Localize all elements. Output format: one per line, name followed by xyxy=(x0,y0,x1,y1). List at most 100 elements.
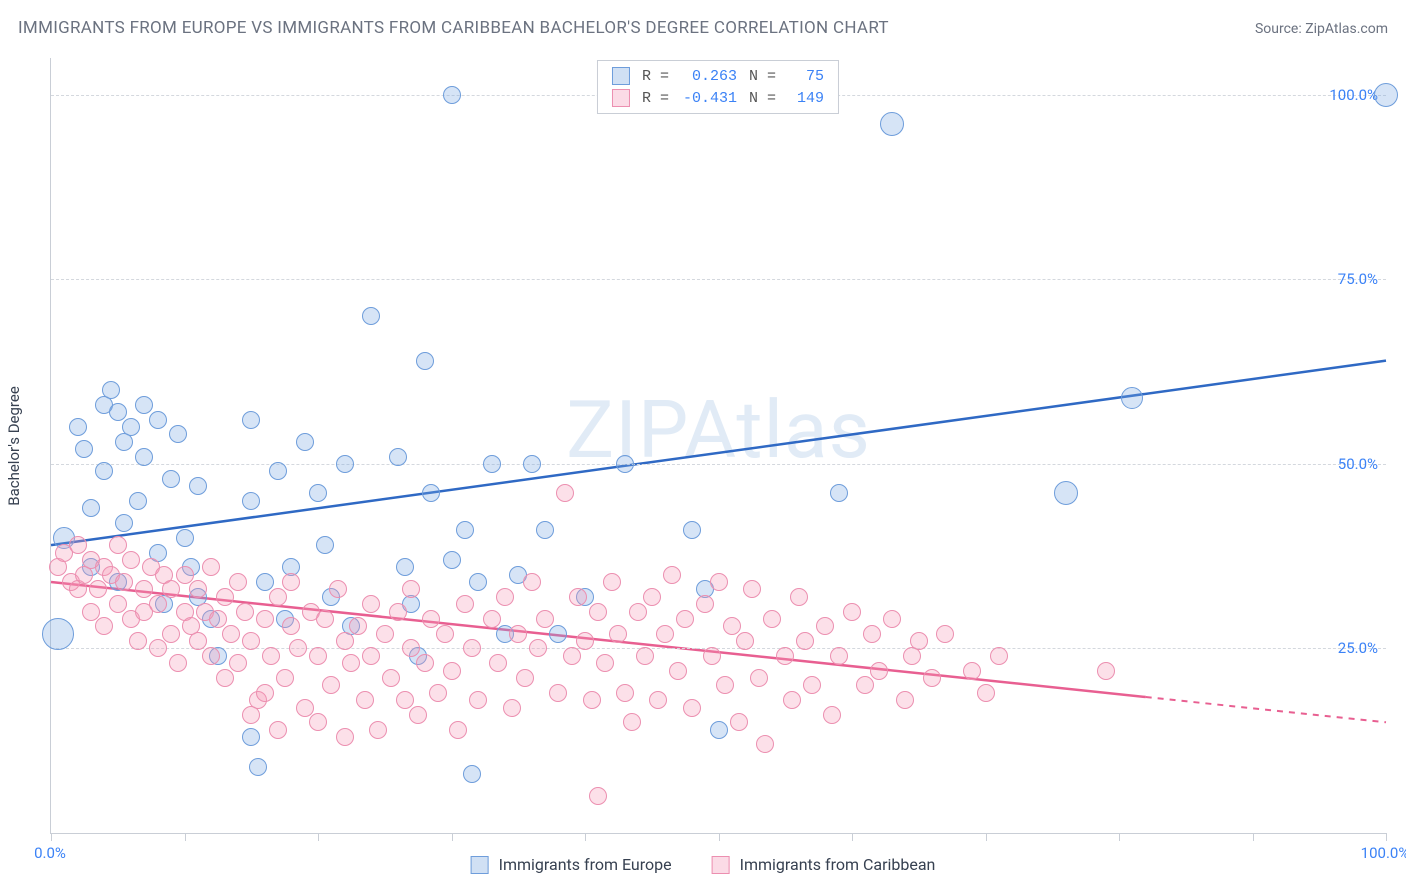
data-point-caribbean xyxy=(823,706,841,724)
source-link[interactable]: ZipAtlas.com xyxy=(1305,21,1388,37)
x-tick xyxy=(986,833,987,841)
data-point-caribbean xyxy=(703,647,721,665)
data-point-caribbean xyxy=(236,603,254,621)
x-tick xyxy=(852,833,853,841)
x-tick xyxy=(585,833,586,841)
x-tick xyxy=(51,833,52,841)
data-point-europe xyxy=(202,610,220,628)
source-attribution: Source: ZipAtlas.com xyxy=(1255,21,1388,37)
data-point-caribbean xyxy=(189,632,207,650)
data-point-caribbean xyxy=(115,573,133,591)
chart-title: IMMIGRANTS FROM EUROPE VS IMMIGRANTS FRO… xyxy=(18,18,889,38)
data-point-caribbean xyxy=(269,588,287,606)
data-point-europe xyxy=(389,448,407,466)
data-point-europe xyxy=(242,728,260,746)
x-tick-label: 100.0% xyxy=(1361,844,1406,862)
data-point-caribbean xyxy=(409,706,427,724)
data-point-caribbean xyxy=(629,603,647,621)
data-point-europe xyxy=(135,448,153,466)
data-point-caribbean xyxy=(483,610,501,628)
data-point-europe xyxy=(402,595,420,613)
data-point-caribbean xyxy=(342,654,360,672)
data-point-caribbean xyxy=(669,662,687,680)
data-point-caribbean xyxy=(796,632,814,650)
correlation-legend: R =0.263N =75R =-0.431N =149 xyxy=(597,60,839,114)
data-point-caribbean xyxy=(710,573,728,591)
data-point-europe xyxy=(509,566,527,584)
data-point-caribbean xyxy=(162,625,180,643)
data-point-europe xyxy=(830,484,848,502)
data-point-caribbean xyxy=(309,713,327,731)
x-tick xyxy=(1119,833,1120,841)
data-point-europe xyxy=(95,396,113,414)
data-point-caribbean xyxy=(790,588,808,606)
correlation-legend-row: R =0.263N =75 xyxy=(598,65,838,87)
data-point-caribbean xyxy=(603,573,621,591)
data-point-caribbean xyxy=(262,647,280,665)
data-point-caribbean xyxy=(282,617,300,635)
data-point-europe xyxy=(53,527,75,549)
data-point-caribbean xyxy=(349,617,367,635)
data-point-europe xyxy=(576,588,594,606)
data-point-europe xyxy=(422,484,440,502)
x-tick xyxy=(318,833,319,841)
data-point-europe xyxy=(416,352,434,370)
data-point-caribbean xyxy=(256,610,274,628)
legend-swatch xyxy=(612,89,630,107)
data-point-caribbean xyxy=(95,558,113,576)
data-point-europe xyxy=(496,625,514,643)
data-point-caribbean xyxy=(256,684,274,702)
data-point-caribbean xyxy=(583,691,601,709)
data-point-europe xyxy=(242,492,260,510)
data-point-caribbean xyxy=(563,647,581,665)
data-point-caribbean xyxy=(309,647,327,665)
data-point-caribbean xyxy=(222,625,240,643)
data-point-europe xyxy=(69,418,87,436)
gridline xyxy=(51,279,1386,280)
data-point-caribbean xyxy=(296,699,314,717)
data-point-caribbean xyxy=(649,691,667,709)
data-point-europe xyxy=(276,610,294,628)
data-point-caribbean xyxy=(202,558,220,576)
data-point-caribbean xyxy=(656,625,674,643)
data-point-caribbean xyxy=(456,595,474,613)
data-point-caribbean xyxy=(523,573,541,591)
data-point-caribbean xyxy=(229,654,247,672)
data-point-europe xyxy=(309,484,327,502)
data-point-caribbean xyxy=(723,617,741,635)
legend-swatch xyxy=(712,856,730,874)
data-point-caribbean xyxy=(169,654,187,672)
data-point-caribbean xyxy=(569,588,587,606)
data-point-caribbean xyxy=(242,632,260,650)
data-point-caribbean xyxy=(82,603,100,621)
data-point-caribbean xyxy=(135,580,153,598)
x-tick xyxy=(719,833,720,841)
data-point-europe xyxy=(1121,387,1143,409)
y-tick-label: 75.0% xyxy=(1338,270,1378,288)
data-point-europe xyxy=(109,573,127,591)
data-point-europe xyxy=(249,758,267,776)
data-point-europe xyxy=(282,558,300,576)
gridline xyxy=(51,464,1386,465)
data-point-caribbean xyxy=(549,684,567,702)
data-point-europe xyxy=(115,514,133,532)
data-point-europe xyxy=(115,433,133,451)
data-point-europe xyxy=(683,521,701,539)
data-point-caribbean xyxy=(556,484,574,502)
data-point-caribbean xyxy=(990,647,1008,665)
series-legend-item: Immigrants from Caribbean xyxy=(712,855,936,874)
data-point-caribbean xyxy=(129,632,147,650)
data-point-caribbean xyxy=(69,580,87,598)
data-point-caribbean xyxy=(149,595,167,613)
data-point-caribbean xyxy=(636,647,654,665)
data-point-caribbean xyxy=(329,580,347,598)
data-point-caribbean xyxy=(155,566,173,584)
series-legend-item: Immigrants from Europe xyxy=(471,855,672,874)
data-point-caribbean xyxy=(516,669,534,687)
data-point-europe xyxy=(82,499,100,517)
data-point-europe xyxy=(149,544,167,562)
data-point-caribbean xyxy=(376,625,394,643)
data-point-caribbean xyxy=(596,654,614,672)
data-point-europe xyxy=(880,112,904,136)
data-point-caribbean xyxy=(977,684,995,702)
